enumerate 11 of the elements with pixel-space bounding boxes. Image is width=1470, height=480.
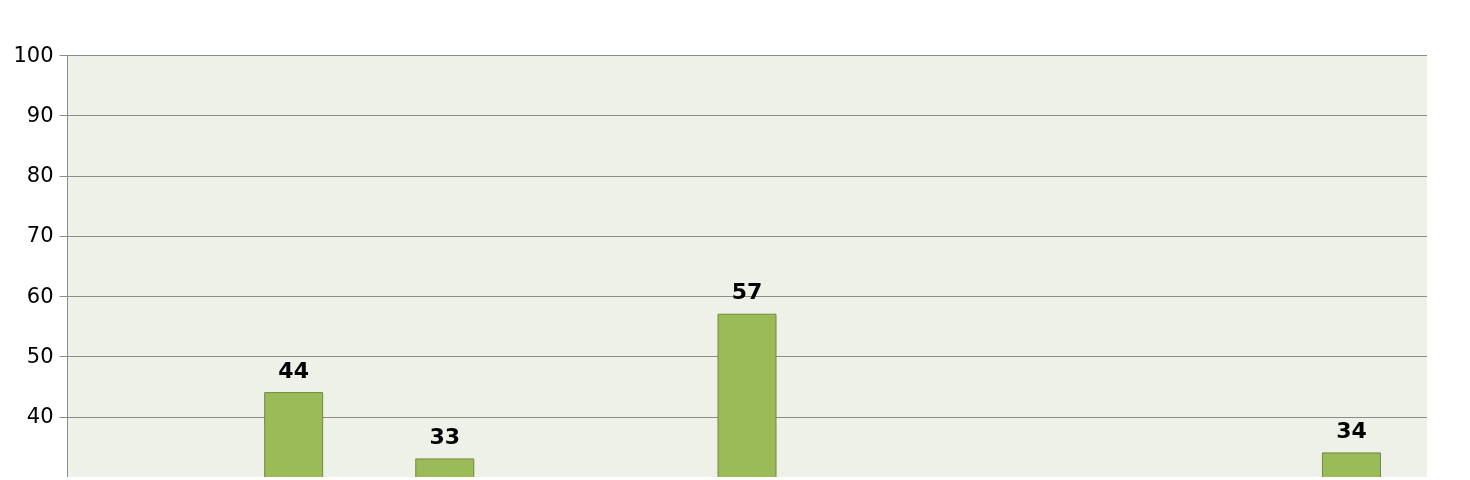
y-tick-label: 90 xyxy=(26,102,54,127)
data-label: 33 xyxy=(429,423,461,449)
data-label: 44 xyxy=(278,357,309,383)
y-tick-label: 100 xyxy=(13,42,54,67)
y-tick-label: 70 xyxy=(26,223,54,248)
y-tick-label: 40 xyxy=(26,404,54,429)
y-tick-label: 50 xyxy=(26,343,54,368)
y-tick-label: 80 xyxy=(26,163,54,188)
y-tick-label: 60 xyxy=(26,283,54,308)
data-label: 57 xyxy=(731,279,763,305)
data-label: 34 xyxy=(1336,417,1367,443)
